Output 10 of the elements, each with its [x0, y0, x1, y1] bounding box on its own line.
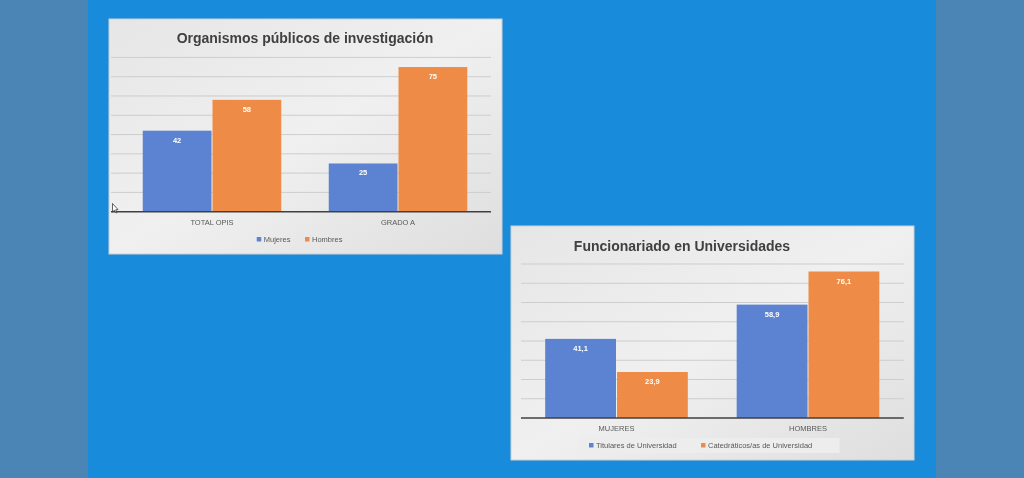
bar [617, 371, 688, 418]
bar [398, 67, 468, 212]
chart-title: Organismos públicos de investigación [176, 30, 434, 46]
bar [142, 130, 212, 212]
bar [212, 99, 282, 212]
bar [736, 304, 808, 418]
bar [545, 338, 616, 418]
bar [328, 163, 398, 212]
bar [808, 271, 880, 418]
chart-title: Funcionariado en Universidades [573, 238, 791, 254]
